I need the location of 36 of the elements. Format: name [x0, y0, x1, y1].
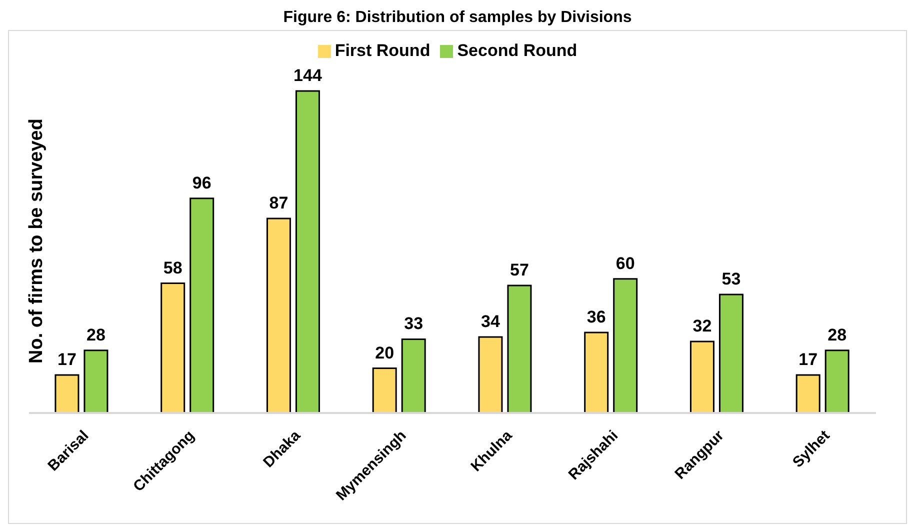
bar: [54, 374, 80, 414]
bar: [796, 374, 820, 414]
data-label: 20: [375, 343, 394, 362]
chart-title: Figure 6: Distribution of samples by Divisions: [282, 8, 633, 28]
data-label: 96: [192, 173, 212, 192]
legend-label: First Round: [334, 41, 430, 60]
bar: [478, 336, 503, 414]
bar: [295, 90, 320, 414]
data-label: 57: [510, 260, 529, 280]
data-label: 87: [269, 193, 288, 212]
y-axis-title: No. of firms to be surveyed: [26, 118, 48, 364]
bar: [613, 278, 638, 414]
data-label: 34: [481, 312, 500, 331]
legend-label: Second Round: [457, 41, 578, 60]
bar: [584, 332, 609, 414]
data-label: 33: [404, 314, 424, 334]
data-label: 60: [616, 254, 635, 273]
bar: [690, 340, 714, 414]
data-label: 36: [586, 308, 606, 326]
bar: [372, 368, 397, 414]
data-label: 17: [798, 350, 818, 369]
bar: [401, 338, 426, 414]
data-label: 53: [722, 269, 741, 288]
data-label: 144: [294, 66, 322, 85]
bar: [824, 350, 850, 414]
bar: [190, 198, 214, 414]
bar: [507, 284, 532, 414]
data-label: 28: [86, 325, 106, 344]
data-label: 32: [692, 316, 712, 336]
bar: [266, 218, 291, 414]
data-label: 17: [58, 350, 76, 369]
data-label: 28: [828, 325, 847, 344]
bar: [160, 282, 186, 414]
bar: [84, 350, 108, 414]
data-label: 58: [163, 258, 182, 278]
bar: [718, 294, 744, 414]
